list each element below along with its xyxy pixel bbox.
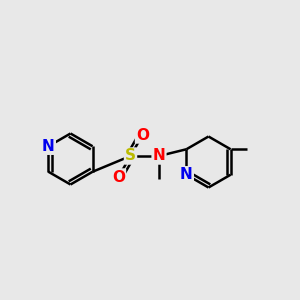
Text: N: N bbox=[153, 148, 165, 164]
Text: O: O bbox=[136, 128, 149, 142]
Text: N: N bbox=[42, 139, 55, 154]
Text: S: S bbox=[125, 148, 136, 164]
Text: O: O bbox=[112, 169, 125, 184]
Text: N: N bbox=[180, 167, 193, 182]
